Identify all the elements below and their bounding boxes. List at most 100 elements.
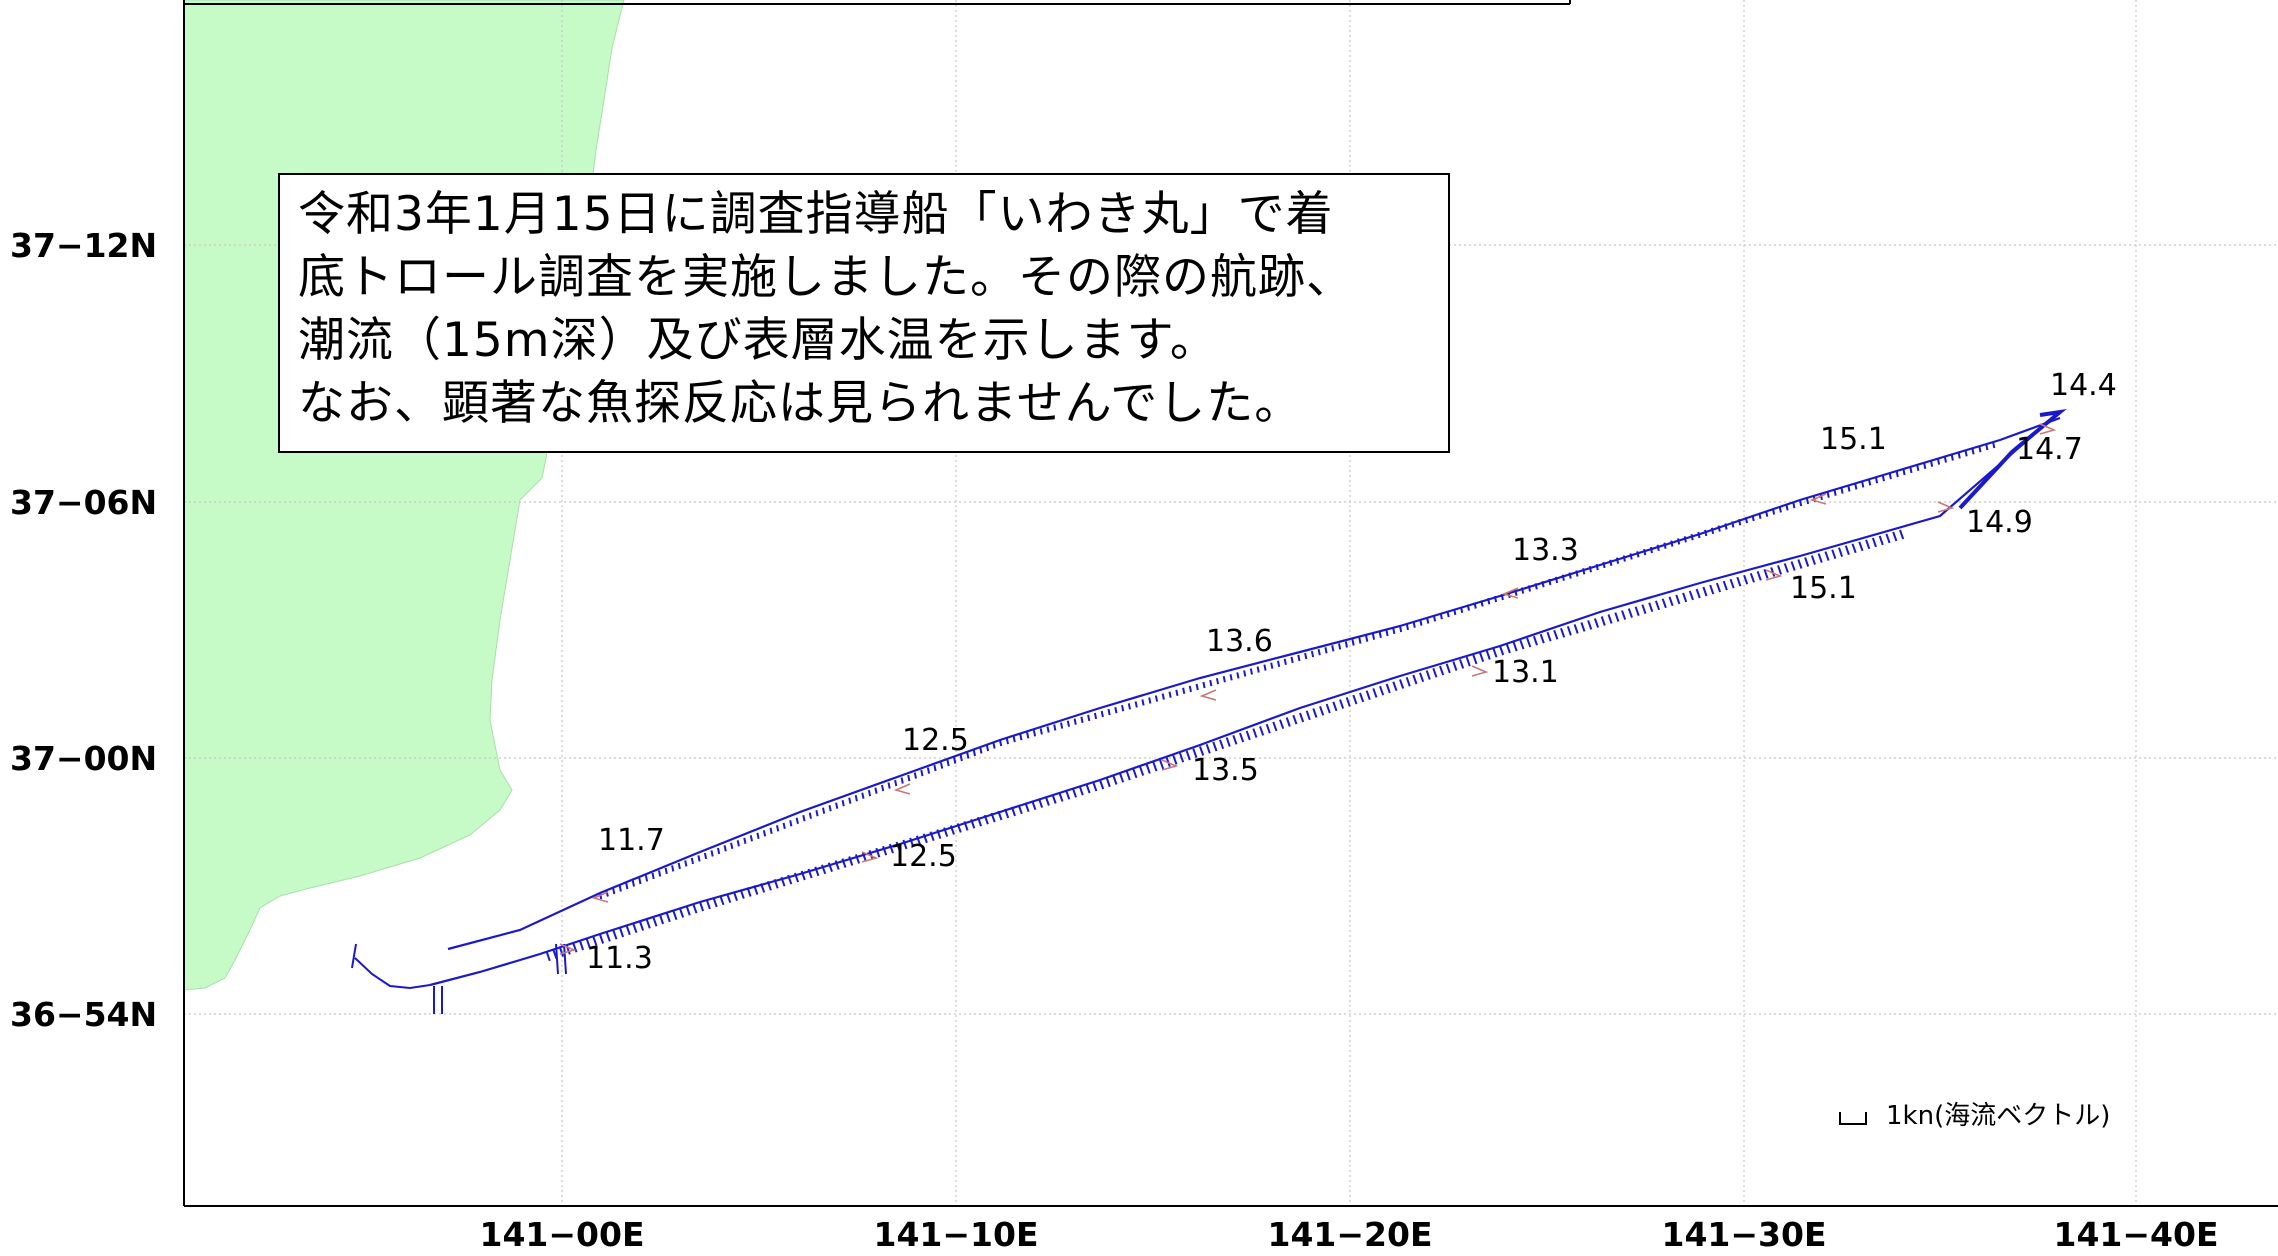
current-vector-tick [717,847,721,855]
current-vector-tick [776,825,780,832]
current-vector-tick [1219,739,1225,750]
track-hook-ne [1958,408,2067,510]
current-vector-tick [1668,596,1674,607]
current-vector-tick [679,908,685,918]
current-vector-tick [1379,685,1385,696]
current-vector-tick [1573,624,1579,634]
current-vector-tick [1371,633,1376,640]
current-vector-tick [1881,475,1885,482]
current-vector-tick [1858,541,1864,552]
current-vector-tick [1270,662,1274,669]
current-vector-tick [1670,540,1674,547]
current-vector-tick [692,903,698,914]
current-vector-tick [1600,616,1606,626]
current-vector-tick [1199,746,1205,756]
current-vector-tick [943,827,949,837]
lon-label-141-00: 141−00E [480,1215,645,1254]
current-vector-tick [1480,600,1484,607]
current-vector-tick [1125,770,1131,781]
current-vector-tick [585,938,591,949]
current-vector-tick [1378,631,1382,638]
current-vector-tick [1580,622,1586,632]
current-vector-tick [1765,510,1769,517]
current-vector-tick [1799,499,1803,507]
current-vector-tick [780,876,786,887]
current-vector-tick [638,877,642,885]
current-vector-tick [1553,629,1559,640]
current-vector-tick [1697,531,1701,539]
current-vector-tick [1299,712,1305,723]
current-vector-tick [1290,656,1294,664]
current-vector-tick [1854,483,1858,490]
current-vector-tick [1512,641,1518,652]
current-vector-tick [1738,519,1742,526]
current-vector-tick [1710,527,1715,534]
current-vector-tick [821,864,827,875]
current-vector-tick [652,916,658,927]
current-vector-tick [1312,708,1318,718]
current-vector-tick [1405,623,1409,631]
current-vector-tick [719,895,725,906]
current-vector-tick [1527,585,1531,592]
current-vector-tick [1826,491,1830,498]
current-vector-tick [1365,690,1371,701]
current-vector-tick [1916,464,1920,471]
lon-label-141-30: 141−30E [1662,1215,1827,1254]
current-vector-tick [913,772,917,779]
current-vector-tick [1252,728,1258,738]
current-vector-tick [1656,544,1660,551]
current-vector-tick [1499,645,1505,656]
current-vector-tick [1215,678,1220,685]
current-vector-tick [1861,481,1865,488]
current-vector-tick [1256,666,1260,673]
current-vector-tick [743,837,747,844]
current-vector-tick [1392,681,1398,692]
current-vector-tick [672,910,678,921]
current-vector-tick [1588,566,1592,573]
current-vector-tick [966,752,970,759]
current-vector-tick [1648,602,1654,613]
current-vector-tick [1399,625,1403,633]
lat-label-36-54: 36−54N [10,995,157,1034]
current-vector-tick [1505,643,1511,654]
current-vector-tick [963,821,969,831]
current-vector-tick [1145,764,1151,774]
current-vector-tick [1319,705,1325,716]
temp-label-north-4: 13.3 [1512,533,1579,568]
note-line-2: 底トロール調査を実施しました。その際の航跡、 [298,250,1354,305]
current-vector-tick [953,757,957,764]
current-vector-tick [579,940,585,951]
current-vector-tick [685,905,691,916]
current-vector-tick [1277,660,1281,667]
current-vector-tick [1950,454,1954,461]
temp-label-north-1: 11.7 [598,823,665,858]
legend-label: 1kn(海流ベクトル) [1886,1101,2110,1131]
current-vector-tick [599,934,605,944]
current-vector-tick [1541,581,1545,588]
current-vector-tick [1587,620,1593,630]
current-vector-tick [1722,580,1728,591]
current-vector-tick [1066,720,1070,727]
current-vector-tick [1351,639,1355,646]
survey-markers [559,423,2057,955]
current-vector-tick [1487,598,1491,605]
current-vector-tick [1439,613,1443,620]
current-vector-tick [1731,521,1735,528]
current-vector-tick [1010,806,1016,817]
current-vector-tick [867,790,872,797]
current-vector-tick [1099,779,1105,790]
current-vector-tick [1392,627,1396,635]
current-vector-tick [1683,536,1687,543]
current-vector-tick [1885,533,1891,544]
current-vector-tick [835,802,839,809]
current-vector-tick [1783,563,1789,573]
current-vector-tick [1026,732,1030,739]
current-vector-tick [1992,441,1996,449]
current-vector-tick [749,835,753,842]
current-vector-tick [1168,691,1172,698]
current-vector-tick [1365,635,1369,642]
current-vector-tick [1797,559,1803,569]
current-vector-tick [1595,563,1599,571]
lat-label-37-06: 37−06N [10,483,157,522]
current-vector-tick [861,792,865,799]
